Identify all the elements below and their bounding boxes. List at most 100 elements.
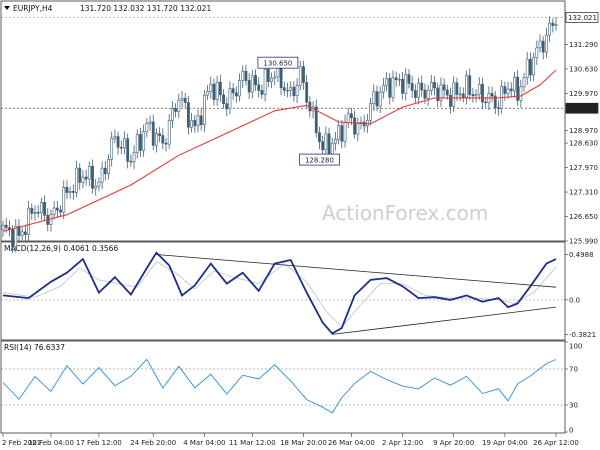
candle-body [397,79,401,81]
candle-body [385,78,388,86]
candle-body [132,152,136,163]
candle-body [442,84,446,91]
price-axis-label: 129.970 [569,90,598,98]
candle-body [318,132,321,142]
candle-body [145,123,149,133]
price-axis-label: 128.630 [569,140,598,148]
candle-body [225,103,229,110]
candle-body [513,76,516,92]
candle-body [324,133,328,151]
candle-body [292,86,296,97]
price-axis-label: 125.990 [569,238,598,246]
candle-body [346,113,350,123]
candle-body [241,70,245,82]
candle-body [193,120,197,127]
time-axis-label: 24 Feb 20:00 [130,439,176,447]
candle-body [535,47,539,58]
candle-body [420,82,424,91]
candle-body [455,82,459,95]
candle-body [554,24,558,26]
candle-body [490,93,494,97]
rsi-panel-frame [0,340,566,434]
candle-body [465,75,468,98]
candle-body [433,82,436,89]
candle-body [142,131,146,151]
candle-body [266,68,270,82]
candle-body [164,142,168,145]
macd-trendline [332,306,557,335]
candle-body [350,113,353,119]
macd-axis-label: 0.0 [569,296,580,304]
candle-body [461,93,465,98]
candle-body [263,68,267,95]
candle-body [548,22,552,36]
candle-body [202,94,206,126]
price-axis-label: 130.630 [569,65,598,73]
candle-body [155,133,158,146]
candle-body [62,187,66,213]
candle-body [254,75,257,86]
candle-body [81,176,85,183]
candle-body [474,93,478,97]
candle-body [413,90,417,98]
panel-collapse-icon[interactable] [4,6,10,10]
candle-body [458,93,462,96]
candle-body [410,83,414,91]
candle-body [394,77,398,81]
candle-body [4,224,8,228]
candle-body [177,99,181,112]
candle-body [343,121,347,142]
candle-body [391,77,395,98]
candle-body [196,115,200,127]
candle-body [27,207,30,235]
candle-body [36,212,40,214]
candle-body [68,191,72,193]
candle-body [321,141,325,151]
price-axis-label: 127.310 [569,189,598,197]
candle-body [340,125,344,142]
candle-body [222,94,225,105]
candle-body [215,81,219,100]
time-axis-label: 4 Mar 04:00 [183,439,225,447]
candle-body [330,142,334,155]
candle-body [452,82,456,107]
price-axis-label: 128.970 [569,127,598,135]
candle-body [362,121,366,127]
candle-body [493,95,497,108]
candle-body [334,139,337,144]
candle-body [407,74,411,84]
candle-body [161,135,165,144]
candle-body [39,202,43,214]
rsi-axis-label: 30 [569,402,578,410]
macd-panel-frame [0,241,566,341]
candle-body [519,86,523,101]
candle-body [471,94,475,97]
candle-body [372,91,376,104]
candle-body [1,224,5,230]
candle-body [302,66,305,83]
candle-body [180,97,184,101]
candle-body [270,77,273,82]
candle-body [100,167,104,183]
candle-body [545,34,548,53]
candle-body [356,123,360,135]
candle-body [14,225,18,247]
candle-body [190,120,193,128]
candle-body [375,91,379,107]
candle-body [257,84,261,91]
candle-body [327,133,331,155]
candle-body [97,181,101,187]
price-tag-box [565,11,599,23]
rsi-panel-title: RSI(14) 76.6337 [4,343,65,352]
candle-body [20,231,24,236]
candle-body [52,207,56,215]
price-annotation-box [299,153,340,166]
candle-body [369,103,373,121]
candle-body [209,83,213,92]
candle-body [231,88,235,94]
candle-body [481,84,484,103]
watermark: ActionForex.com [322,201,488,225]
rsi-axis-label: 100 [569,343,582,351]
candle-body [378,91,382,107]
time-axis-label: 2 Feb 2021 [2,439,41,447]
